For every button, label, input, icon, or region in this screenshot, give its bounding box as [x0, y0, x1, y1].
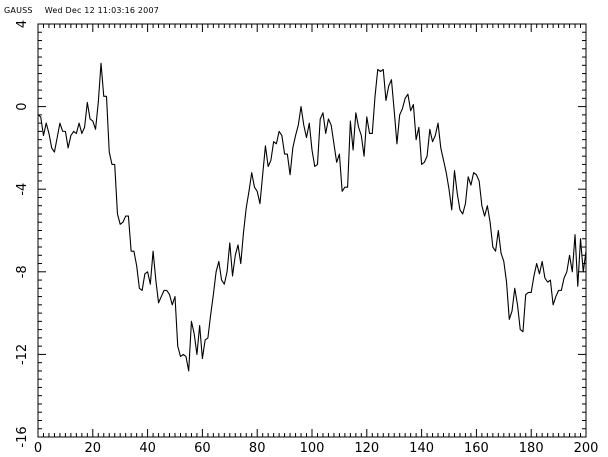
y-tick-label: 4 [15, 20, 30, 28]
x-tick-label: 60 [194, 441, 211, 456]
tick-labels: 0 20 40 60 80 100 120 140 160 180 200 -16 -12 -8 -4 0 4 [15, 20, 598, 456]
x-tick-label: 120 [354, 441, 379, 456]
timestamp: Wed Dec 12 11:03:16 2007 [44, 6, 160, 15]
x-tick-label: 80 [249, 441, 266, 456]
x-tick-label: 140 [409, 441, 434, 456]
y-tick-label: -16 [15, 426, 30, 447]
x-tick-label: 100 [300, 441, 325, 456]
app-name: GAUSS [4, 6, 33, 15]
x-tick-label: 160 [464, 441, 489, 456]
y-tick-label: -4 [15, 183, 30, 196]
x-tick-label: 20 [85, 441, 102, 456]
series-line [37, 62, 587, 372]
y-tick-label: -12 [15, 344, 30, 365]
plot-header: GAUSS Wed Dec 12 11:03:16 2007 [4, 6, 171, 15]
y-tick-label: 0 [15, 102, 30, 110]
plot-frame [37, 23, 587, 438]
x-tick-label: 200 [574, 441, 599, 456]
x-tick-label: 0 [34, 441, 42, 456]
x-tick-label: 180 [519, 441, 544, 456]
x-tick-label: 40 [139, 441, 156, 456]
axis-ticks [37, 23, 587, 438]
y-tick-label: -8 [15, 265, 30, 278]
